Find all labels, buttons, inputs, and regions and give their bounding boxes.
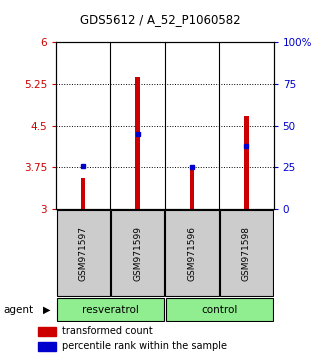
Bar [135,78,140,209]
Text: resveratrol: resveratrol [82,305,139,315]
Bar [38,342,56,351]
Text: GSM971598: GSM971598 [242,225,251,281]
Bar [165,210,219,297]
Bar [111,210,164,297]
Bar [81,178,85,209]
Bar [244,116,249,209]
Text: control: control [201,305,237,315]
Text: transformed count: transformed count [61,326,152,336]
Text: ▶: ▶ [43,305,50,315]
Text: GSM971599: GSM971599 [133,225,142,281]
Bar [38,327,56,336]
Text: GSM971596: GSM971596 [188,225,196,281]
Text: agent: agent [3,305,33,315]
Bar [166,298,273,321]
Bar [57,298,164,321]
Bar [190,169,194,209]
Text: percentile rank within the sample: percentile rank within the sample [61,341,227,352]
Text: GDS5612 / A_52_P1060582: GDS5612 / A_52_P1060582 [80,13,240,26]
Bar [57,210,110,297]
Text: GSM971597: GSM971597 [79,225,88,281]
Bar [220,210,273,297]
